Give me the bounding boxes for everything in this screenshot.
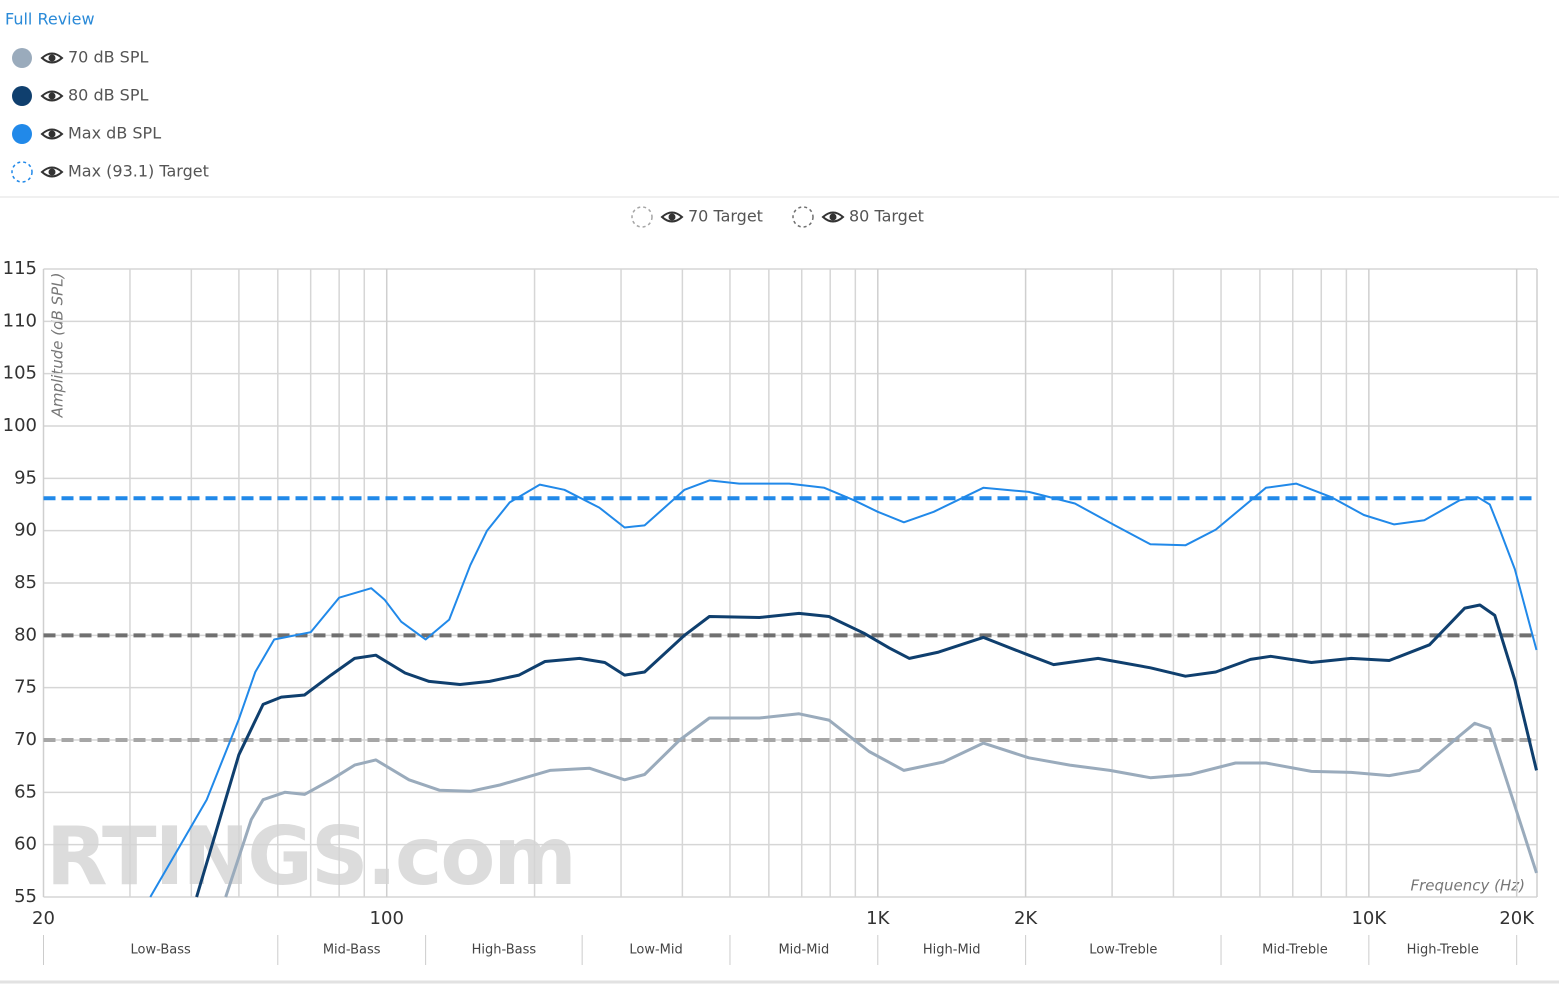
y-tick-label: 95 [14, 467, 37, 488]
legend-swatch [792, 206, 814, 228]
eye-icon[interactable] [660, 211, 684, 223]
series-line [224, 712, 1538, 898]
legend-label: 80 Target [849, 207, 924, 226]
band-label: High-Treble [1407, 943, 1479, 958]
x-axis-label: Frequency (Hz) [1410, 877, 1525, 895]
x-tick-label: 2K [1014, 908, 1038, 929]
y-tick-label: 65 [14, 781, 37, 802]
eye-icon[interactable] [821, 211, 845, 223]
band-label: Mid-Treble [1262, 943, 1328, 958]
legend-swatch [12, 124, 32, 144]
band-label: Mid-Bass [323, 943, 381, 958]
eye-pupil [48, 92, 56, 100]
y-tick-label: 75 [14, 677, 37, 698]
y-tick-label: 110 [3, 310, 37, 331]
watermark: RTINGS.com [46, 810, 575, 903]
legend-swatch [11, 161, 33, 183]
y-tick-label: 55 [14, 886, 37, 907]
band-label: Low-Bass [131, 943, 191, 958]
legend-label: Max (93.1) Target [68, 162, 209, 181]
x-tick-label: 100 [370, 908, 404, 929]
legend-swatch [12, 48, 32, 68]
band-label: Low-Mid [629, 943, 682, 958]
band-label: Low-Treble [1089, 943, 1157, 958]
legend-label: 70 Target [688, 207, 763, 226]
full-review-link[interactable]: Full Review [5, 10, 95, 29]
eye-icon[interactable] [40, 128, 64, 140]
legend-swatch [12, 86, 32, 106]
band-label: High-Bass [472, 943, 537, 958]
y-tick-label: 115 [3, 258, 37, 279]
legend-item[interactable]: Max (93.1) Target [11, 161, 209, 183]
series-line [149, 479, 1538, 898]
x-tick-label: 1K [866, 908, 890, 929]
series-line [195, 603, 1538, 898]
y-tick-label: 60 [14, 834, 37, 855]
y-tick-label: 105 [3, 363, 37, 384]
y-tick-label: 80 [14, 624, 37, 645]
y-axis-label: Amplitude (dB SPL) [49, 273, 67, 419]
x-tick-label: 20K [1499, 908, 1535, 929]
legend-item[interactable]: Max dB SPL [12, 124, 161, 145]
x-tick-label: 10K [1351, 908, 1387, 929]
legend-label: 70 dB SPL [68, 48, 148, 67]
eye-icon[interactable] [40, 52, 64, 64]
y-tick-label: 100 [3, 415, 37, 436]
y-tick-label: 70 [14, 729, 37, 750]
eye-icon[interactable] [40, 90, 64, 102]
y-tick-label: 85 [14, 572, 37, 593]
eye-icon[interactable] [40, 166, 64, 178]
legend-item[interactable]: 80 Target [792, 206, 924, 228]
legend-item[interactable]: 80 dB SPL [12, 86, 148, 107]
x-tick-label: 20 [32, 908, 55, 929]
legend-label: Max dB SPL [68, 124, 161, 143]
y-tick-label: 90 [14, 520, 37, 541]
eye-pupil [48, 130, 56, 138]
eye-pupil [829, 213, 837, 221]
eye-pupil [668, 213, 676, 221]
legend-item[interactable]: 70 Target [631, 206, 763, 228]
legend-item[interactable]: 70 dB SPL [12, 48, 148, 69]
eye-pupil [48, 54, 56, 62]
legend-swatch [631, 206, 653, 228]
band-label: High-Mid [923, 943, 981, 958]
band-label: Mid-Mid [778, 943, 829, 958]
legend-label: 80 dB SPL [68, 86, 148, 105]
eye-pupil [48, 168, 56, 176]
